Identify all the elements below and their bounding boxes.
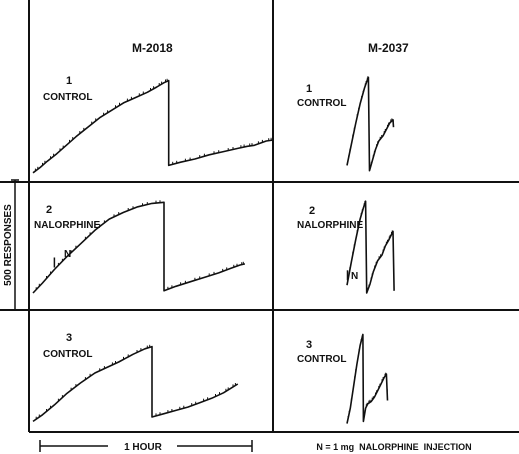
panel-condition-left-1: CONTROL xyxy=(43,92,92,103)
injection-marker-label-left: N xyxy=(64,249,71,260)
cumulative-record-m-2037-panel-3 xyxy=(346,333,389,424)
panel-number-left-1: 1 xyxy=(66,75,72,87)
y-scale-bar-label: 500 RESPONSES xyxy=(3,204,14,286)
x-scale-bar xyxy=(39,440,253,452)
cumulative-record-m-2018-panel-1 xyxy=(32,79,274,174)
subject-title-m2037: M-2037 xyxy=(368,41,409,55)
panel-number-left-3: 3 xyxy=(66,332,72,344)
cumulative-records xyxy=(32,76,395,424)
injection-marker-label-right: N xyxy=(351,271,358,282)
x-scale-bar-label: 1 HOUR xyxy=(124,442,163,453)
panel-number-right-2: 2 xyxy=(309,205,315,217)
cumulative-record-m-2018-panel-3 xyxy=(32,345,239,423)
panel-number-right-3: 3 xyxy=(306,339,312,351)
cumulative-record-m-2037-panel-1 xyxy=(346,76,395,172)
panel-condition-left-3: CONTROL xyxy=(43,349,92,360)
panel-number-left-2: 2 xyxy=(46,204,52,216)
panel-condition-right-2: NALORPHINE xyxy=(297,220,363,231)
panel-grid xyxy=(0,0,519,433)
panel-condition-right-1: CONTROL xyxy=(297,98,346,109)
injection-footnote: N = 1 mg NALORPHINE INJECTION xyxy=(316,442,471,452)
panel-condition-left-2: NALORPHINE xyxy=(34,220,100,231)
y-scale-bar xyxy=(11,179,19,311)
panel-number-right-1: 1 xyxy=(306,83,312,95)
panel-condition-right-3: CONTROL xyxy=(297,354,346,365)
subject-title-m2018: M-2018 xyxy=(132,41,173,55)
cumulative-record-m-2018-panel-2 xyxy=(32,201,246,294)
